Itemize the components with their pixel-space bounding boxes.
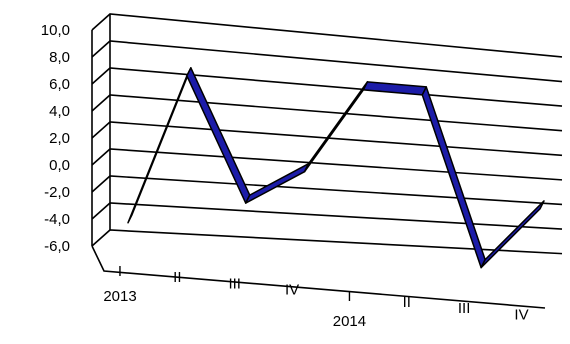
- gridline: [91, 40, 563, 83]
- x-year-label: 2013: [103, 288, 136, 305]
- series-layer: [127, 67, 545, 269]
- gridline: [91, 148, 563, 181]
- y-tick-label: -4,0: [44, 211, 70, 228]
- x-tick-label: I: [347, 288, 351, 305]
- y-tick-label: 0,0: [49, 157, 70, 174]
- series-segment: [244, 162, 310, 204]
- gridline: [91, 175, 563, 206]
- x-tick-label: I: [118, 263, 122, 280]
- gridline: [91, 202, 563, 230]
- y-tick-label: 4,0: [49, 103, 70, 120]
- y-tick-label: -2,0: [44, 184, 70, 201]
- gridline: [91, 13, 563, 58]
- gridlines: [91, 13, 563, 255]
- x-year-label: 2014: [333, 313, 366, 330]
- y-tick-labels: -6,0 -4,0 -2,0 0,0 2,0 4,0 6,0 8,0 10,0: [41, 22, 70, 255]
- series-segment: [303, 81, 369, 173]
- axes: [91, 14, 546, 309]
- y-tick-label: -6,0: [44, 238, 70, 255]
- series-segment: [127, 67, 192, 224]
- x-tick-label: IV: [285, 282, 299, 299]
- x-tick-label: II: [173, 269, 181, 286]
- x-tick-label: III: [458, 300, 471, 317]
- gridline: [91, 67, 563, 107]
- x-axis-floor: [91, 245, 546, 309]
- y-tick-label: 8,0: [49, 49, 70, 66]
- y-tick-label: 2,0: [49, 130, 70, 147]
- series-segment: [362, 81, 428, 96]
- gridline: [91, 229, 563, 255]
- series-segment: [480, 200, 545, 269]
- y-tick-label: 6,0: [49, 76, 70, 93]
- x-tick-label: II: [403, 294, 411, 311]
- x-tick-label: III: [228, 275, 241, 292]
- x-tick-label: IV: [514, 306, 528, 323]
- series-segment: [421, 86, 486, 269]
- y-tick-label: 10,0: [41, 22, 70, 39]
